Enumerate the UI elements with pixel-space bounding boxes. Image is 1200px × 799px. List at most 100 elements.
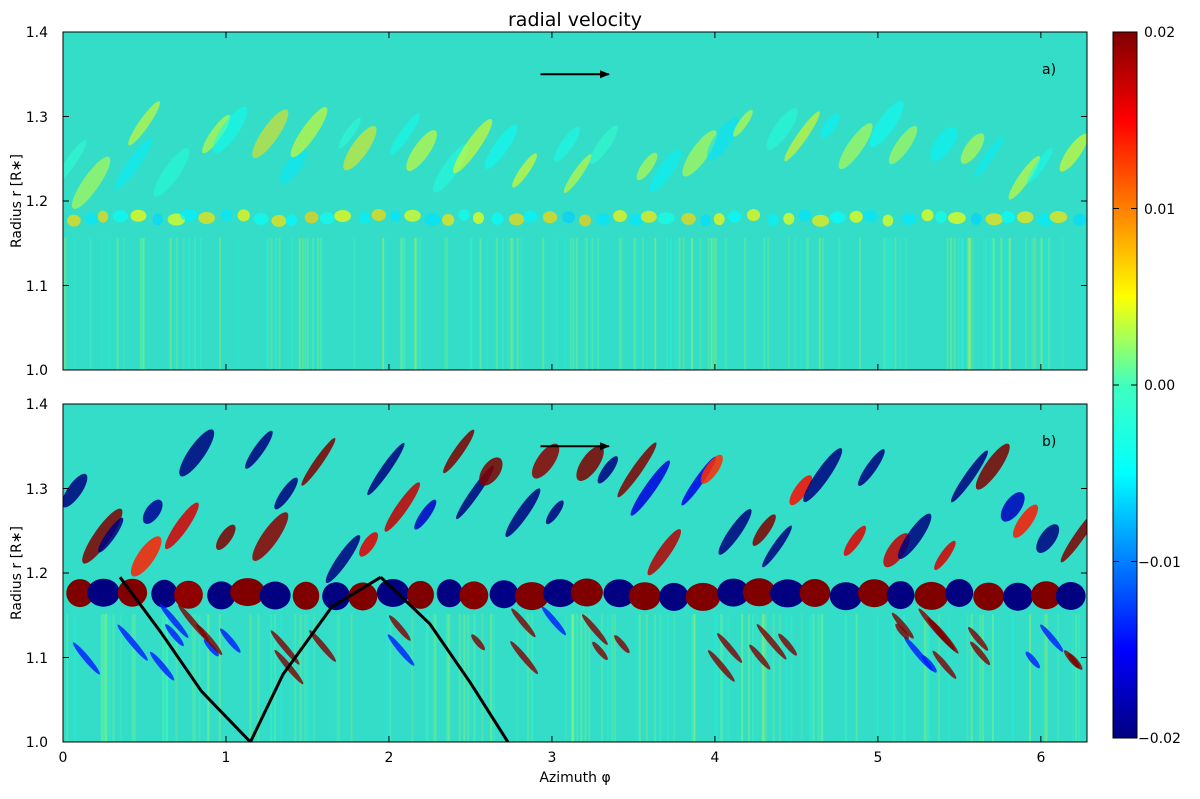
colorbar-tick-label: 0.02	[1144, 25, 1175, 41]
band-cell	[1073, 213, 1087, 226]
field-texture-mark	[984, 237, 987, 370]
field-texture-mark	[638, 614, 641, 742]
field-texture-mark	[385, 237, 387, 370]
field-texture-mark	[966, 614, 969, 742]
wave-blob	[706, 117, 740, 161]
field-texture-mark	[580, 614, 583, 742]
panel-b: b) 1.4 1.3 1.2 1.1 1.0 Radius r [R∗] 0 1…	[9, 397, 1088, 786]
field-texture-mark	[133, 614, 136, 742]
field-texture-mark	[947, 614, 950, 742]
panel-a-ytick-label: 1.4	[26, 25, 48, 41]
band-cell	[271, 214, 287, 227]
field-texture-mark	[313, 614, 316, 742]
field-texture-mark	[520, 237, 523, 370]
band-cell	[230, 578, 266, 607]
field-texture-mark	[855, 614, 858, 742]
field-texture-mark	[400, 237, 403, 370]
band-cell	[84, 212, 99, 225]
lower-wave-streak	[1063, 650, 1080, 669]
field-texture-mark	[821, 614, 824, 742]
field-texture-mark	[188, 237, 191, 370]
field-texture-mark	[991, 614, 994, 742]
field-texture-mark	[923, 614, 926, 742]
lower-wave-streak	[707, 650, 735, 682]
field-texture-mark	[194, 237, 197, 370]
field-texture-mark	[291, 237, 294, 370]
field-texture-mark	[805, 237, 808, 370]
lower-wave-streak	[614, 635, 630, 654]
band-cell	[717, 578, 750, 607]
field-texture-mark	[764, 614, 767, 742]
wave-blob	[179, 429, 215, 477]
field-texture-mark	[673, 614, 676, 742]
field-texture-mark	[434, 614, 437, 742]
field-texture-mark	[102, 614, 105, 742]
field-texture-mark	[961, 237, 964, 370]
field-texture-mark	[740, 614, 743, 742]
field-texture-mark	[887, 237, 889, 370]
field-texture-mark	[142, 237, 145, 370]
band-cell	[570, 578, 603, 607]
field-texture-mark	[755, 614, 758, 742]
field-texture-mark	[926, 614, 929, 742]
field-texture-mark	[1043, 614, 1046, 742]
field-texture-mark	[727, 614, 730, 742]
band-cell	[359, 212, 371, 225]
wave-blob	[212, 106, 248, 154]
field-texture-mark	[319, 237, 322, 370]
field-texture-mark	[526, 614, 529, 742]
field-texture-mark	[1048, 237, 1051, 370]
field-texture-mark	[501, 237, 504, 370]
field-texture-mark	[198, 614, 201, 742]
field-texture-mark	[654, 614, 656, 742]
field-texture-mark	[73, 237, 76, 370]
field-texture-mark	[463, 614, 466, 742]
band-cell	[746, 209, 761, 221]
field-texture-mark	[531, 614, 534, 742]
band-cell	[508, 213, 525, 226]
lower-wave-streak	[511, 608, 536, 638]
field-texture-mark	[306, 237, 309, 370]
field-texture-mark	[163, 614, 166, 742]
field-texture-mark	[317, 237, 320, 370]
field-texture-mark	[542, 237, 545, 370]
wave-blob	[843, 525, 867, 556]
field-texture-mark	[633, 237, 636, 370]
field-texture-mark	[889, 237, 892, 370]
field-texture-mark	[576, 614, 579, 742]
wave-blob	[384, 482, 421, 532]
wave-blob	[142, 499, 163, 524]
band-cell	[390, 210, 401, 223]
field-texture-mark	[953, 237, 956, 370]
lower-wave-streak	[970, 641, 991, 666]
field-texture-mark	[950, 237, 953, 370]
field-texture-mark	[1025, 237, 1028, 370]
field-texture-mark	[761, 614, 764, 742]
field-texture-mark	[1011, 614, 1014, 742]
band-cell	[849, 210, 863, 223]
field-texture-mark	[992, 237, 995, 370]
wave-blob	[512, 153, 538, 188]
band-cell	[404, 209, 421, 222]
field-texture-mark	[274, 614, 277, 742]
band-cell	[523, 210, 538, 223]
field-texture-mark	[971, 237, 974, 370]
field-texture-mark	[108, 237, 111, 370]
field-texture-mark	[131, 614, 134, 742]
field-texture-mark	[790, 614, 793, 742]
panel-a-ytick-label: 1.2	[26, 194, 48, 210]
field-texture-mark	[810, 614, 813, 742]
field-texture-mark	[111, 614, 114, 742]
wave-blob	[553, 126, 580, 162]
wave-blob	[98, 517, 124, 553]
lower-wave-streak	[749, 644, 771, 670]
field-texture-mark	[659, 614, 662, 742]
field-texture-mark	[794, 237, 797, 370]
field-texture-mark	[298, 237, 301, 370]
field-texture-mark	[584, 237, 586, 370]
field-texture-mark	[1031, 237, 1034, 370]
lower-wave-streak	[220, 628, 241, 653]
wave-blob	[636, 152, 658, 181]
field-texture-mark	[565, 614, 568, 742]
field-texture-mark	[859, 237, 862, 370]
